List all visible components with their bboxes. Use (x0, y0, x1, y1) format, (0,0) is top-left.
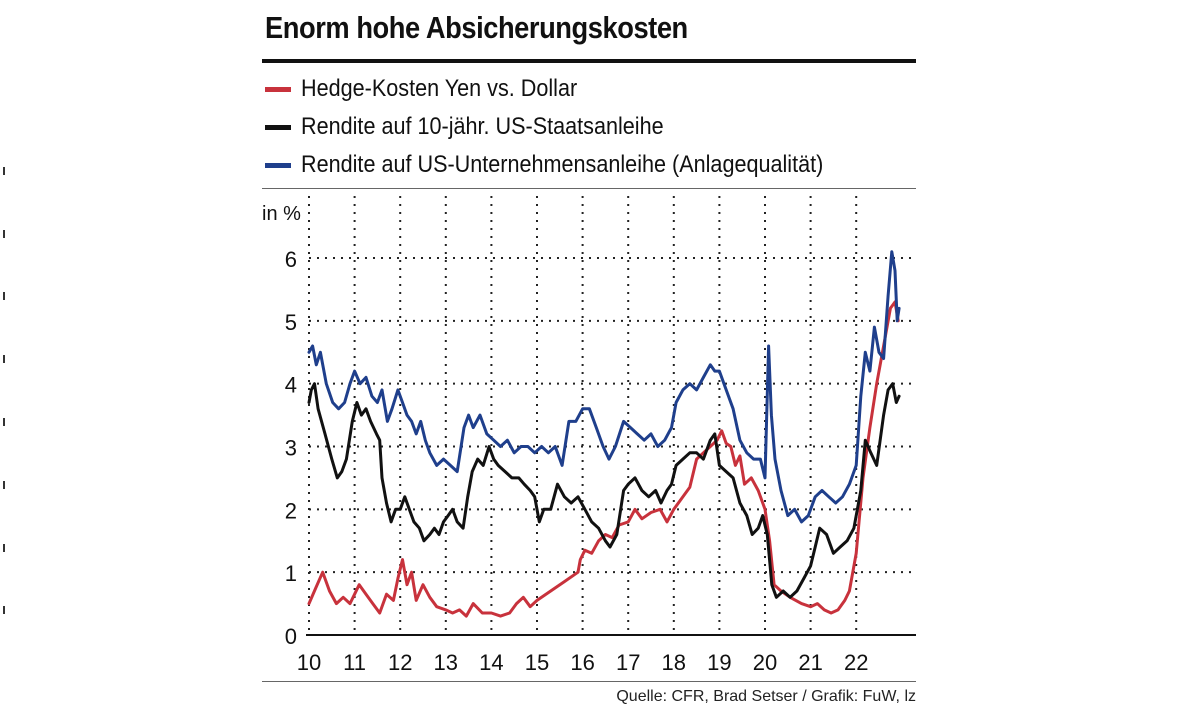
y-tick-label: 5 (285, 310, 297, 335)
left-edge-ticks (3, 167, 5, 614)
y-tick-label: 6 (285, 247, 297, 272)
x-axis-ticks: 10 11 12 13 14 15 16 17 18 19 20 21 22 (297, 650, 869, 675)
title-rule (262, 59, 916, 63)
legend-item-corporate-yield: Rendite auf US-Unternehmensanleihe (Anla… (262, 146, 916, 184)
legend-swatch-hedge-cost (265, 86, 291, 92)
y-tick-label: 4 (285, 373, 297, 398)
y-axis-ticks: 0 1 2 3 4 5 6 (285, 247, 297, 649)
y-tick-label: 1 (285, 561, 297, 586)
bottom-rule (262, 681, 916, 682)
x-tick-label: 11 (343, 650, 366, 675)
legend-item-hedge-cost: Hedge-Kosten Yen vs. Dollar (262, 70, 916, 108)
x-tick-label: 15 (525, 650, 549, 675)
y-axis-unit-label: in % (262, 203, 301, 225)
legend-item-treasury-yield: Rendite auf 10-jähr. US-Staatsanleihe (262, 108, 916, 146)
series-line-hedge-cost (307, 300, 900, 618)
legend-swatch-treasury-yield (265, 124, 291, 130)
x-tick-label: 17 (616, 650, 640, 675)
x-tick-label: 21 (798, 650, 822, 675)
legend-swatch-corporate-yield (265, 162, 291, 168)
legend-label-corporate-yield: Rendite auf US-Unternehmensanleihe (Anla… (301, 151, 824, 178)
y-tick-label: 3 (285, 436, 297, 461)
y-tick-label: 0 (285, 624, 297, 649)
x-tick-label: 20 (753, 650, 777, 675)
y-tick-label: 2 (285, 498, 297, 523)
grid-lines (308, 196, 916, 635)
x-tick-label: 19 (707, 650, 731, 675)
x-tick-label: 13 (434, 650, 458, 675)
legend: Hedge-Kosten Yen vs. Dollar Rendite auf … (262, 70, 916, 184)
series-line-treasury-yield (307, 382, 901, 599)
x-tick-label: 14 (479, 650, 503, 675)
x-tick-label: 16 (570, 650, 594, 675)
x-tick-label: 10 (297, 650, 321, 675)
x-tick-label: 18 (662, 650, 686, 675)
x-tick-label: 22 (844, 650, 868, 675)
legend-label-hedge-cost: Hedge-Kosten Yen vs. Dollar (301, 75, 578, 102)
legend-label-treasury-yield: Rendite auf 10-jähr. US-Staatsanleihe (301, 113, 664, 140)
series-line-corporate-yield (307, 250, 901, 524)
legend-rule (262, 188, 916, 189)
chart-title: Enorm hohe Absicherungskosten (265, 10, 688, 45)
x-tick-label: 12 (388, 650, 412, 675)
source-credit: Quelle: CFR, Brad Setser / Grafik: FuW, … (616, 688, 916, 705)
data-series (307, 250, 901, 618)
